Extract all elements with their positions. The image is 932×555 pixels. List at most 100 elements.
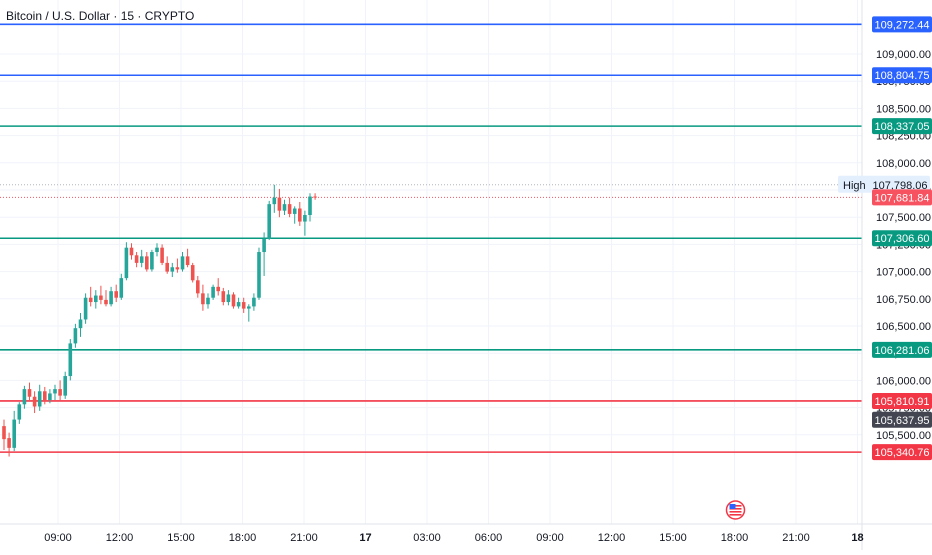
high-tag xyxy=(838,175,930,193)
candle-body xyxy=(150,252,154,270)
price-level-tag xyxy=(872,118,932,135)
price-level-tag-label: 105,810.91 xyxy=(874,396,929,408)
candle-body xyxy=(247,306,251,309)
us-flag-stripe xyxy=(729,511,742,513)
price-level-tag xyxy=(872,392,932,409)
time-axis[interactable]: 09:00 12:00 15:00 18:00 21:00 17 03:00 06:00 09:… xyxy=(0,523,932,544)
candle-body xyxy=(252,297,256,307)
candle-body xyxy=(63,376,67,396)
price-level-tag xyxy=(872,444,932,461)
chart-title: Bitcoin / U.S. Dollar · 15 · CRYPTO xyxy=(6,9,195,23)
candle-body xyxy=(134,255,139,263)
grid xyxy=(0,0,862,524)
time-tick-label: 09:00 xyxy=(536,532,564,544)
time-tick-label: 21:00 xyxy=(782,532,810,544)
candle-body xyxy=(53,389,57,394)
candle-body xyxy=(292,208,297,214)
candle-body xyxy=(7,438,11,448)
time-tick-label: 09:00 xyxy=(44,532,72,544)
event-markers[interactable] xyxy=(725,500,746,520)
candle-body xyxy=(145,256,149,270)
price-tick-label: 108,500.00 xyxy=(876,103,931,115)
candle-body xyxy=(231,294,236,307)
candle-body xyxy=(196,280,200,294)
candle-body xyxy=(190,265,195,281)
price-extra-tag xyxy=(872,411,932,428)
candle-body xyxy=(37,391,42,407)
time-tick-label: 15:00 xyxy=(659,532,687,544)
candle-body xyxy=(160,247,164,263)
price-level-tag xyxy=(872,67,932,84)
price-tick-label: 106,750.00 xyxy=(876,294,931,306)
candle-body xyxy=(185,256,190,266)
high-tag-name: High xyxy=(843,180,866,192)
candle-body xyxy=(221,291,226,303)
price-level-tag xyxy=(872,230,932,247)
price-level-tag xyxy=(872,16,932,33)
candle-body xyxy=(236,302,241,307)
horizontal-lines xyxy=(0,23,862,453)
candle-body xyxy=(308,196,312,216)
candles xyxy=(2,184,317,457)
price-level-tag-label: 106,281.06 xyxy=(874,345,929,357)
price-extra-tag-label: 105,637.95 xyxy=(874,415,929,427)
price-level-tag-label: 109,272.44 xyxy=(874,19,929,31)
candle-body xyxy=(277,197,282,211)
candle-body xyxy=(109,291,113,305)
candle-body xyxy=(73,328,78,344)
candle-body xyxy=(226,294,231,303)
high-tag-value: 107,798.06 xyxy=(872,180,927,192)
time-tick-label: 17 xyxy=(359,532,371,544)
time-tick-label: 15:00 xyxy=(167,532,195,544)
candle-body xyxy=(124,247,129,279)
candle-body xyxy=(175,267,180,270)
price-tick-label: 105,500.00 xyxy=(876,430,931,442)
candle-body xyxy=(139,256,144,263)
time-tick-label: 03:00 xyxy=(413,532,441,544)
price-tick-label: 107,500.00 xyxy=(876,212,931,224)
price-tick-label: 106,000.00 xyxy=(876,375,931,387)
candle-body xyxy=(272,197,277,205)
candle-body xyxy=(303,215,307,222)
time-tick-label: 18 xyxy=(851,532,863,544)
candle-body xyxy=(257,252,261,298)
candle-body xyxy=(32,396,37,407)
candle-body xyxy=(12,419,16,448)
us-flag-stripe xyxy=(729,514,742,516)
price-tick-label: 108,000.00 xyxy=(876,158,931,170)
candle-body xyxy=(216,286,220,292)
candle-body xyxy=(22,389,27,405)
candle-body xyxy=(165,262,169,272)
candle-body xyxy=(298,208,302,222)
candle-body xyxy=(78,319,83,329)
candle-body xyxy=(262,238,266,253)
candle-body xyxy=(104,299,108,305)
current-price-tag-label: 107,681.84 xyxy=(874,192,929,204)
candle-body xyxy=(282,204,287,211)
price-level-tag-label: 105,340.76 xyxy=(874,447,929,459)
candle-body xyxy=(267,204,271,239)
candle-body xyxy=(170,267,175,272)
candle-body xyxy=(58,389,62,396)
us-flag-canton xyxy=(729,504,736,509)
candle-body xyxy=(313,196,317,198)
price-level-tag xyxy=(872,341,932,358)
current-price-tag xyxy=(872,189,932,206)
candle-body xyxy=(27,389,32,397)
time-tick-label: 06:00 xyxy=(475,532,503,544)
candle-body xyxy=(241,302,246,309)
candle-body xyxy=(211,286,215,298)
price-tick-label: 109,000.00 xyxy=(876,49,931,61)
price-level-tag-label: 107,306.60 xyxy=(874,233,929,245)
candle-body xyxy=(180,256,185,270)
price-tick-label: 106,500.00 xyxy=(876,321,931,333)
candle-body xyxy=(114,291,118,298)
candle-body xyxy=(2,426,6,440)
price-axis[interactable]: 109,000.00108,750.00108,500.00108,250.00… xyxy=(861,0,931,550)
time-tick-label: 18:00 xyxy=(229,532,257,544)
price-level-tag-label: 108,804.75 xyxy=(874,70,929,82)
us-flag-event-icon[interactable] xyxy=(725,500,746,520)
candle-body xyxy=(17,404,22,420)
